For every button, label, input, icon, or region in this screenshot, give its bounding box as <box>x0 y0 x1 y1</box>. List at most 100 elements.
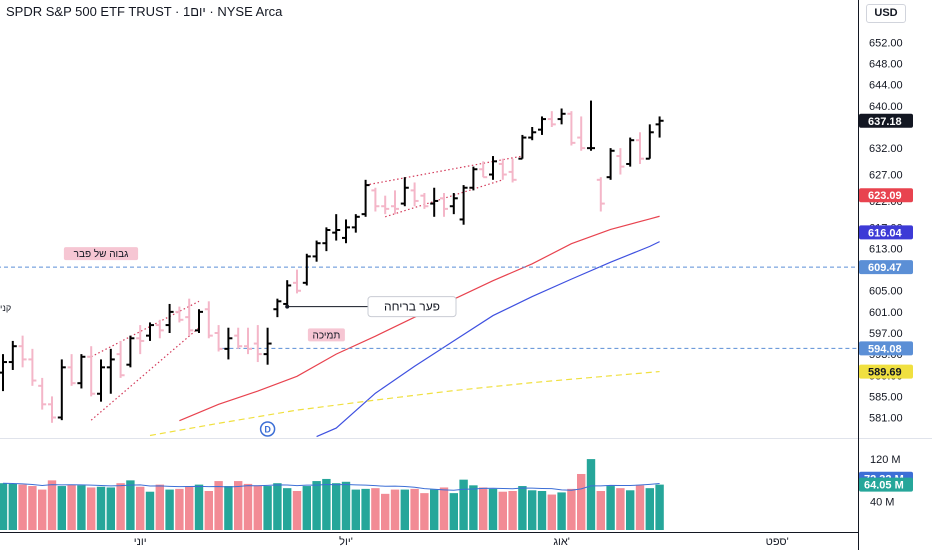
volume-bar <box>28 486 37 530</box>
ohlc-bar[interactable] <box>547 111 556 127</box>
price-label: 609.47 <box>868 262 902 274</box>
volume-bar <box>175 488 184 530</box>
ohlc-bar[interactable] <box>106 348 115 394</box>
ohlc-bar[interactable] <box>263 327 272 365</box>
ohlc-bar[interactable] <box>508 158 517 183</box>
ohlc-bar[interactable] <box>518 134 527 160</box>
price-label-bg <box>859 113 913 128</box>
price-tick-label: 605.00 <box>869 286 903 298</box>
ohlc-bar[interactable] <box>489 156 497 180</box>
ohlc-bar[interactable] <box>224 327 233 360</box>
ohlc-bar[interactable] <box>420 193 429 209</box>
ohlc-bar[interactable] <box>234 327 243 349</box>
ohlc-bar[interactable] <box>175 306 184 323</box>
currency-button[interactable]: USD <box>866 4 906 23</box>
ohlc-bar[interactable] <box>400 177 409 207</box>
ohlc-bar[interactable] <box>498 158 507 180</box>
ohlc-bar[interactable] <box>18 335 27 368</box>
price-label: 623.09 <box>868 190 902 202</box>
ohlc-bar[interactable] <box>116 340 125 378</box>
ohlc-bar[interactable] <box>253 325 262 363</box>
series-ma-yellow <box>149 370 660 437</box>
ohlc-bar[interactable] <box>469 166 478 191</box>
ohlc-bar[interactable] <box>185 298 194 336</box>
volume-bar <box>224 486 233 530</box>
ohlc-bar[interactable] <box>28 348 37 386</box>
ohlc-bar[interactable] <box>97 359 105 402</box>
price-tick-label: 640.00 <box>869 101 903 113</box>
ohlc-bar[interactable] <box>342 219 350 244</box>
ohlc-bar[interactable] <box>126 335 135 368</box>
ohlc-bar[interactable] <box>567 111 576 146</box>
ohlc-bar[interactable] <box>8 340 17 370</box>
ohlc-bar[interactable] <box>626 137 635 167</box>
volume-bar <box>547 494 556 530</box>
volume-bars <box>0 459 664 530</box>
ohlc-bar[interactable] <box>361 179 370 217</box>
volume-bar <box>126 480 135 530</box>
time-tick-label: יוני <box>134 536 147 548</box>
ohlc-bar[interactable] <box>449 193 458 215</box>
volume-bar <box>449 493 458 530</box>
ohlc-bar[interactable] <box>596 177 605 212</box>
ohlc-bar[interactable] <box>557 108 566 125</box>
ohlc-bar[interactable] <box>146 322 154 341</box>
dividend-marker-icon[interactable] <box>259 421 276 437</box>
ohlc-bar[interactable] <box>67 354 76 386</box>
ohlc-bar[interactable] <box>48 396 56 423</box>
ohlc-bar[interactable] <box>381 195 390 215</box>
ohlc-bar[interactable] <box>430 187 439 217</box>
ohlc-bar[interactable] <box>195 309 203 333</box>
ohlc-bar[interactable] <box>645 124 654 160</box>
ohlc-bar[interactable] <box>214 325 223 352</box>
ohlc-bar[interactable] <box>577 116 586 151</box>
ohlc-bar[interactable] <box>302 253 311 286</box>
ohlc-bar[interactable] <box>273 298 282 318</box>
volume-bar <box>488 488 498 530</box>
ohlc-bar[interactable] <box>77 354 86 389</box>
volume-bar <box>243 483 253 530</box>
ohlc-bar[interactable] <box>440 193 448 217</box>
ohlc-bar[interactable] <box>636 132 644 164</box>
ohlc-bar[interactable] <box>57 359 66 421</box>
ohlc-bar[interactable] <box>528 127 537 141</box>
ohlc-bar[interactable] <box>244 327 252 355</box>
ohlc-bar[interactable] <box>616 148 625 175</box>
volume-bar <box>586 459 596 530</box>
ohlc-bar[interactable] <box>87 346 96 397</box>
horizontal-levels: גבוה של פבר תמיכה <box>0 247 858 349</box>
ohlc-bar[interactable] <box>283 280 292 307</box>
ohlc-bar[interactable] <box>165 303 174 333</box>
ohlc-bar[interactable] <box>155 319 164 339</box>
ohlc-bar[interactable] <box>538 116 546 135</box>
ohlc-bar[interactable] <box>351 214 360 233</box>
ohlc-bar[interactable] <box>391 190 399 215</box>
ohlc-bar[interactable] <box>371 187 380 212</box>
ohlc-bar[interactable] <box>332 214 341 241</box>
ohlc-bar[interactable] <box>655 116 664 138</box>
ohlc-bar[interactable] <box>38 377 47 410</box>
volume-bar <box>57 486 66 530</box>
price-tick-label: 585.00 <box>869 391 903 403</box>
ohlc-bar[interactable] <box>410 182 419 207</box>
pattern-line <box>90 327 200 421</box>
ohlc-bar[interactable] <box>587 100 595 151</box>
series-ma-blue <box>316 241 660 438</box>
volume-bar <box>537 491 547 530</box>
price-tick-label: 581.00 <box>869 413 903 425</box>
volume-bar <box>155 484 164 530</box>
ohlc-bar[interactable] <box>312 240 321 262</box>
ohlc-bar[interactable] <box>606 148 615 180</box>
pattern-line <box>365 155 523 186</box>
ohlc-bar[interactable] <box>322 227 331 252</box>
volume-bar <box>263 486 272 530</box>
ohlc-bar[interactable] <box>459 185 468 225</box>
ohlc-bar[interactable] <box>0 354 7 392</box>
ohlc-bar[interactable] <box>204 301 213 339</box>
chart-title: SPDR S&P 500 ETF TRUST · 1יום · NYSE Arc… <box>6 4 283 19</box>
ohlc-bar[interactable] <box>479 161 488 179</box>
ohlc-bar[interactable] <box>293 269 301 294</box>
volume-bar <box>283 488 292 530</box>
ohlc-bar[interactable] <box>136 325 145 355</box>
